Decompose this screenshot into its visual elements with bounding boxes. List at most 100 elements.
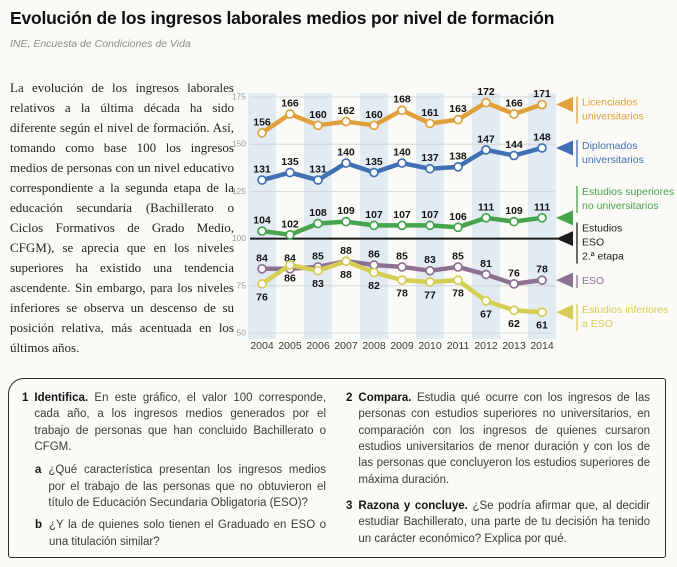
data-point-label: 111 [534,201,551,213]
questions-box: 1 Identifica. En este gráfico, el valor … [8,378,666,558]
data-point-label: 135 [281,156,299,168]
data-point-label: 161 [421,107,439,119]
questions-column-right: 2 Compara. Estudia qué ocurre con los in… [346,390,650,549]
data-point [481,296,491,306]
x-axis-year-label: 2004 [250,340,274,352]
data-point-label: 166 [281,97,299,109]
question-text: Identifica. En este gráfico, el valor 10… [34,392,327,453]
data-point-label: 77 [424,290,436,302]
data-point [285,167,295,178]
question-1a: a ¿Qué característica presentan los ingr… [35,462,326,511]
data-point-label: 131 [309,164,327,176]
data-point [537,307,547,318]
data-point-label: 168 [393,94,411,106]
data-point-label: 67 [480,308,492,320]
data-point-label: 138 [449,150,467,162]
data-point-label: 148 [533,131,551,143]
x-axis-year-label: 2009 [390,340,414,352]
data-point [537,212,547,223]
data-point-label: 85 [312,250,324,262]
year-stripe [304,93,332,339]
data-point [369,220,379,231]
data-point-label: 78 [452,288,464,300]
data-point-label: 102 [281,218,299,230]
y-axis-tick-label: 75 [237,280,247,290]
data-point-label: 78 [536,264,548,276]
data-point [453,114,463,125]
data-point [453,262,463,272]
data-point [481,269,491,280]
data-point [257,226,267,236]
data-point-label: 171 [533,88,551,100]
data-point [509,150,519,161]
subitem-text: ¿Y la de quienes solo tienen el Graduado… [49,519,326,548]
data-point [509,216,519,227]
data-point [285,109,295,119]
y-axis-tick-label: 175 [232,92,246,102]
data-point-label: 84 [256,252,268,264]
x-axis-year-label: 2006 [306,340,330,352]
subitem-letter: a [35,464,42,477]
data-point-label: 109 [337,205,355,217]
data-point [313,120,323,131]
y-axis-tick-label: 50 [237,328,247,338]
data-point-label: 135 [365,156,383,168]
data-point-label: 85 [452,250,464,262]
data-point-label: 83 [424,254,436,266]
question-number: 3 [346,499,353,512]
question-text: Compara. Estudia qué ocurre con los ingr… [358,392,650,486]
data-point [509,305,519,316]
x-axis-year-label: 2008 [362,340,386,352]
legend-label: a ESO [582,318,613,330]
legend-label: Estudios [582,223,622,235]
legend-arrow-icon [556,272,573,288]
data-point-label: 111 [478,201,495,213]
data-point [285,260,295,270]
data-point-label: 81 [480,258,492,270]
data-point-label: 107 [393,209,411,221]
x-axis-year-label: 2010 [418,340,442,352]
data-point [425,265,435,276]
data-point [313,175,323,185]
data-point [313,218,323,229]
data-point [509,279,519,289]
data-point [369,120,379,131]
data-point-label: 131 [253,164,271,176]
data-point [453,222,463,233]
data-point-label: 85 [396,250,408,262]
data-point [425,118,435,129]
subitem-text: ¿Qué característica presentan los ingres… [48,464,326,509]
data-point [397,105,407,116]
data-point [397,220,407,231]
chart-container: 175 150 125 100 75 50 2004 2005 2006 2007 2008 2009… [232,83,677,375]
data-point [453,162,463,172]
data-point [481,212,491,223]
data-point [537,143,547,153]
question-text: Razona y concluye. ¿Se podría afirmar qu… [358,499,650,545]
legend-arrow-icon [556,304,573,320]
subitem-letter: b [35,519,43,532]
legend-label: no universitarios [582,200,658,212]
data-point-label: 61 [536,320,548,332]
question-number: 2 [346,392,353,404]
data-point-label: 160 [309,109,327,121]
data-point-label: 86 [368,249,380,261]
x-axis-year-label: 2013 [502,340,526,352]
data-point-label: 172 [477,86,495,98]
data-point [397,275,407,285]
data-point-label: 163 [449,103,467,115]
legend-label: Estudios superiores [582,186,674,198]
data-point [369,267,379,278]
legend-label: Diplomados [582,140,637,152]
question-number: 1 [22,392,29,404]
data-point-label: 109 [505,205,523,217]
x-axis-year-label: 2011 [447,340,470,352]
legend-label: universitarios [582,154,644,166]
data-point [481,145,491,155]
data-point-label: 88 [340,269,352,281]
data-point [257,128,267,138]
data-point-label: 82 [368,280,380,292]
legend-label: 2.ª etapa [582,251,624,263]
data-point-label: 76 [256,291,268,303]
